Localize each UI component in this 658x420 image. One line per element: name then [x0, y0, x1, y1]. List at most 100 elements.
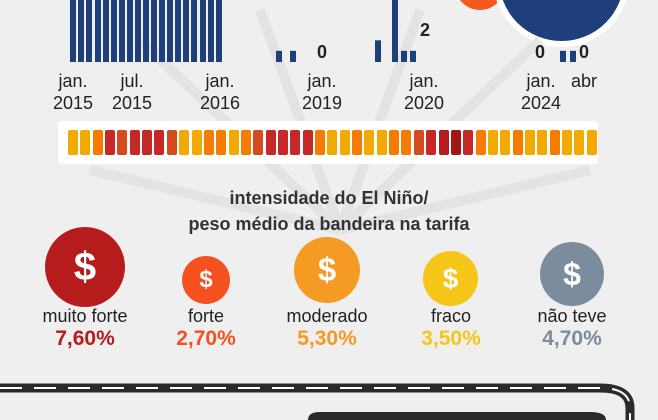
x-tick-label: abr [544, 70, 624, 92]
bar [276, 50, 282, 62]
bar [191, 0, 197, 62]
intensity-cell [302, 130, 313, 155]
intensity-cell [352, 130, 363, 155]
bar [159, 0, 165, 62]
x-tick-label: jul. 2015 [92, 70, 172, 114]
x-tick-year: 2015 [52, 93, 94, 113]
intensity-cell [315, 130, 325, 155]
intensity-cell [586, 130, 597, 155]
category-label: muito forte [42, 306, 128, 326]
intensity-cell [191, 130, 202, 155]
x-tick-month: jan. [526, 71, 556, 91]
intensity-cell [277, 130, 288, 155]
x-tick-year: 2015 [111, 93, 153, 113]
bar [70, 0, 76, 62]
intensity-cell [290, 130, 301, 155]
intensity-cell [327, 130, 338, 155]
bar [143, 0, 149, 62]
intensity-cell [450, 130, 461, 155]
bar [392, 0, 398, 62]
category-value: 7,60% [55, 327, 115, 350]
intensity-cell [216, 130, 227, 155]
intensity-cell [265, 130, 276, 155]
x-tick-label: jan. 2015 [33, 70, 113, 114]
category-value: 3,50% [421, 327, 481, 350]
bar [111, 0, 117, 62]
x-tick-year: 2019 [301, 93, 343, 113]
intensity-cell [339, 130, 350, 155]
x-tick-month: jul. [120, 71, 144, 91]
bar [95, 0, 101, 62]
bar [560, 50, 566, 62]
intensity-cell [463, 130, 474, 155]
intensity-cell [562, 130, 572, 155]
x-tick-month: jan. [58, 71, 88, 91]
x-tick-month: jan. [409, 71, 439, 91]
intensity-cell [68, 130, 78, 155]
bar [119, 0, 125, 62]
category-label: não teve [537, 306, 607, 326]
intensity-cell [487, 130, 498, 155]
decorative-circle-orange [455, 0, 505, 10]
intensity-cell [426, 130, 437, 155]
legend-title-line2: peso médio da bandeira na tarifa [188, 214, 470, 234]
x-tick-month: abr [570, 71, 597, 91]
bar [135, 0, 141, 62]
bar [216, 0, 222, 62]
category-label: moderado [286, 306, 368, 326]
bar [78, 0, 84, 62]
intensity-cell [537, 130, 548, 155]
decorative-road [0, 383, 635, 420]
intensity-cell [129, 130, 140, 155]
intensity-cell [475, 130, 486, 155]
bar [375, 40, 381, 62]
x-tick-label: jan. 2016 [180, 70, 260, 114]
intensity-cell [166, 130, 177, 155]
intensity-cell [253, 130, 264, 155]
category-value: 2,70% [176, 327, 236, 350]
intensity-cell [413, 130, 424, 155]
bar [208, 0, 214, 62]
x-tick-year: 2024 [520, 93, 562, 113]
intensity-cell [376, 130, 387, 155]
bar [127, 0, 133, 62]
intensity-cell [92, 130, 103, 155]
intensity-cell [117, 130, 128, 155]
intensity-cell [500, 130, 511, 155]
dollar-coin-icon: $ [540, 242, 604, 306]
x-tick-year: 2016 [199, 93, 241, 113]
intensity-cell [240, 130, 251, 155]
bar [175, 0, 181, 62]
dollar-coin-icon: $ [45, 227, 125, 307]
bar-value-label: 0 [578, 42, 589, 62]
x-tick-month: jan. [205, 71, 235, 91]
category-label: fraco [430, 306, 472, 326]
bar [401, 50, 407, 62]
x-tick-label: jan. 2024 [501, 70, 581, 114]
bar [151, 0, 157, 62]
intensity-cell [512, 130, 523, 155]
bar [290, 50, 296, 62]
x-tick-label: jan. 2019 [282, 70, 362, 114]
intensity-cell [203, 130, 214, 155]
intensity-cell [574, 130, 585, 155]
category-value: 5,30% [297, 327, 357, 350]
x-tick-label: jan. 2020 [384, 70, 464, 114]
legend-title-line1: intensidade do El Niño/ [229, 188, 429, 208]
intensity-cell [364, 130, 375, 155]
category-label: forte [187, 306, 225, 326]
intensity-cell [228, 130, 239, 155]
intensity-cell [179, 130, 190, 155]
intensity-strip [58, 121, 598, 164]
bar-chart [70, 0, 576, 62]
x-tick-year: 2020 [403, 93, 445, 113]
bar-value-label: 0 [316, 42, 327, 62]
intensity-cell [80, 130, 91, 155]
intensity-cell [401, 130, 412, 155]
intensity-cell [389, 130, 400, 155]
dollar-coin-icon: $ [182, 256, 230, 304]
bar-value-label: 0 [534, 42, 545, 62]
intensity-cell [105, 130, 116, 155]
intensity-cell [524, 130, 535, 155]
